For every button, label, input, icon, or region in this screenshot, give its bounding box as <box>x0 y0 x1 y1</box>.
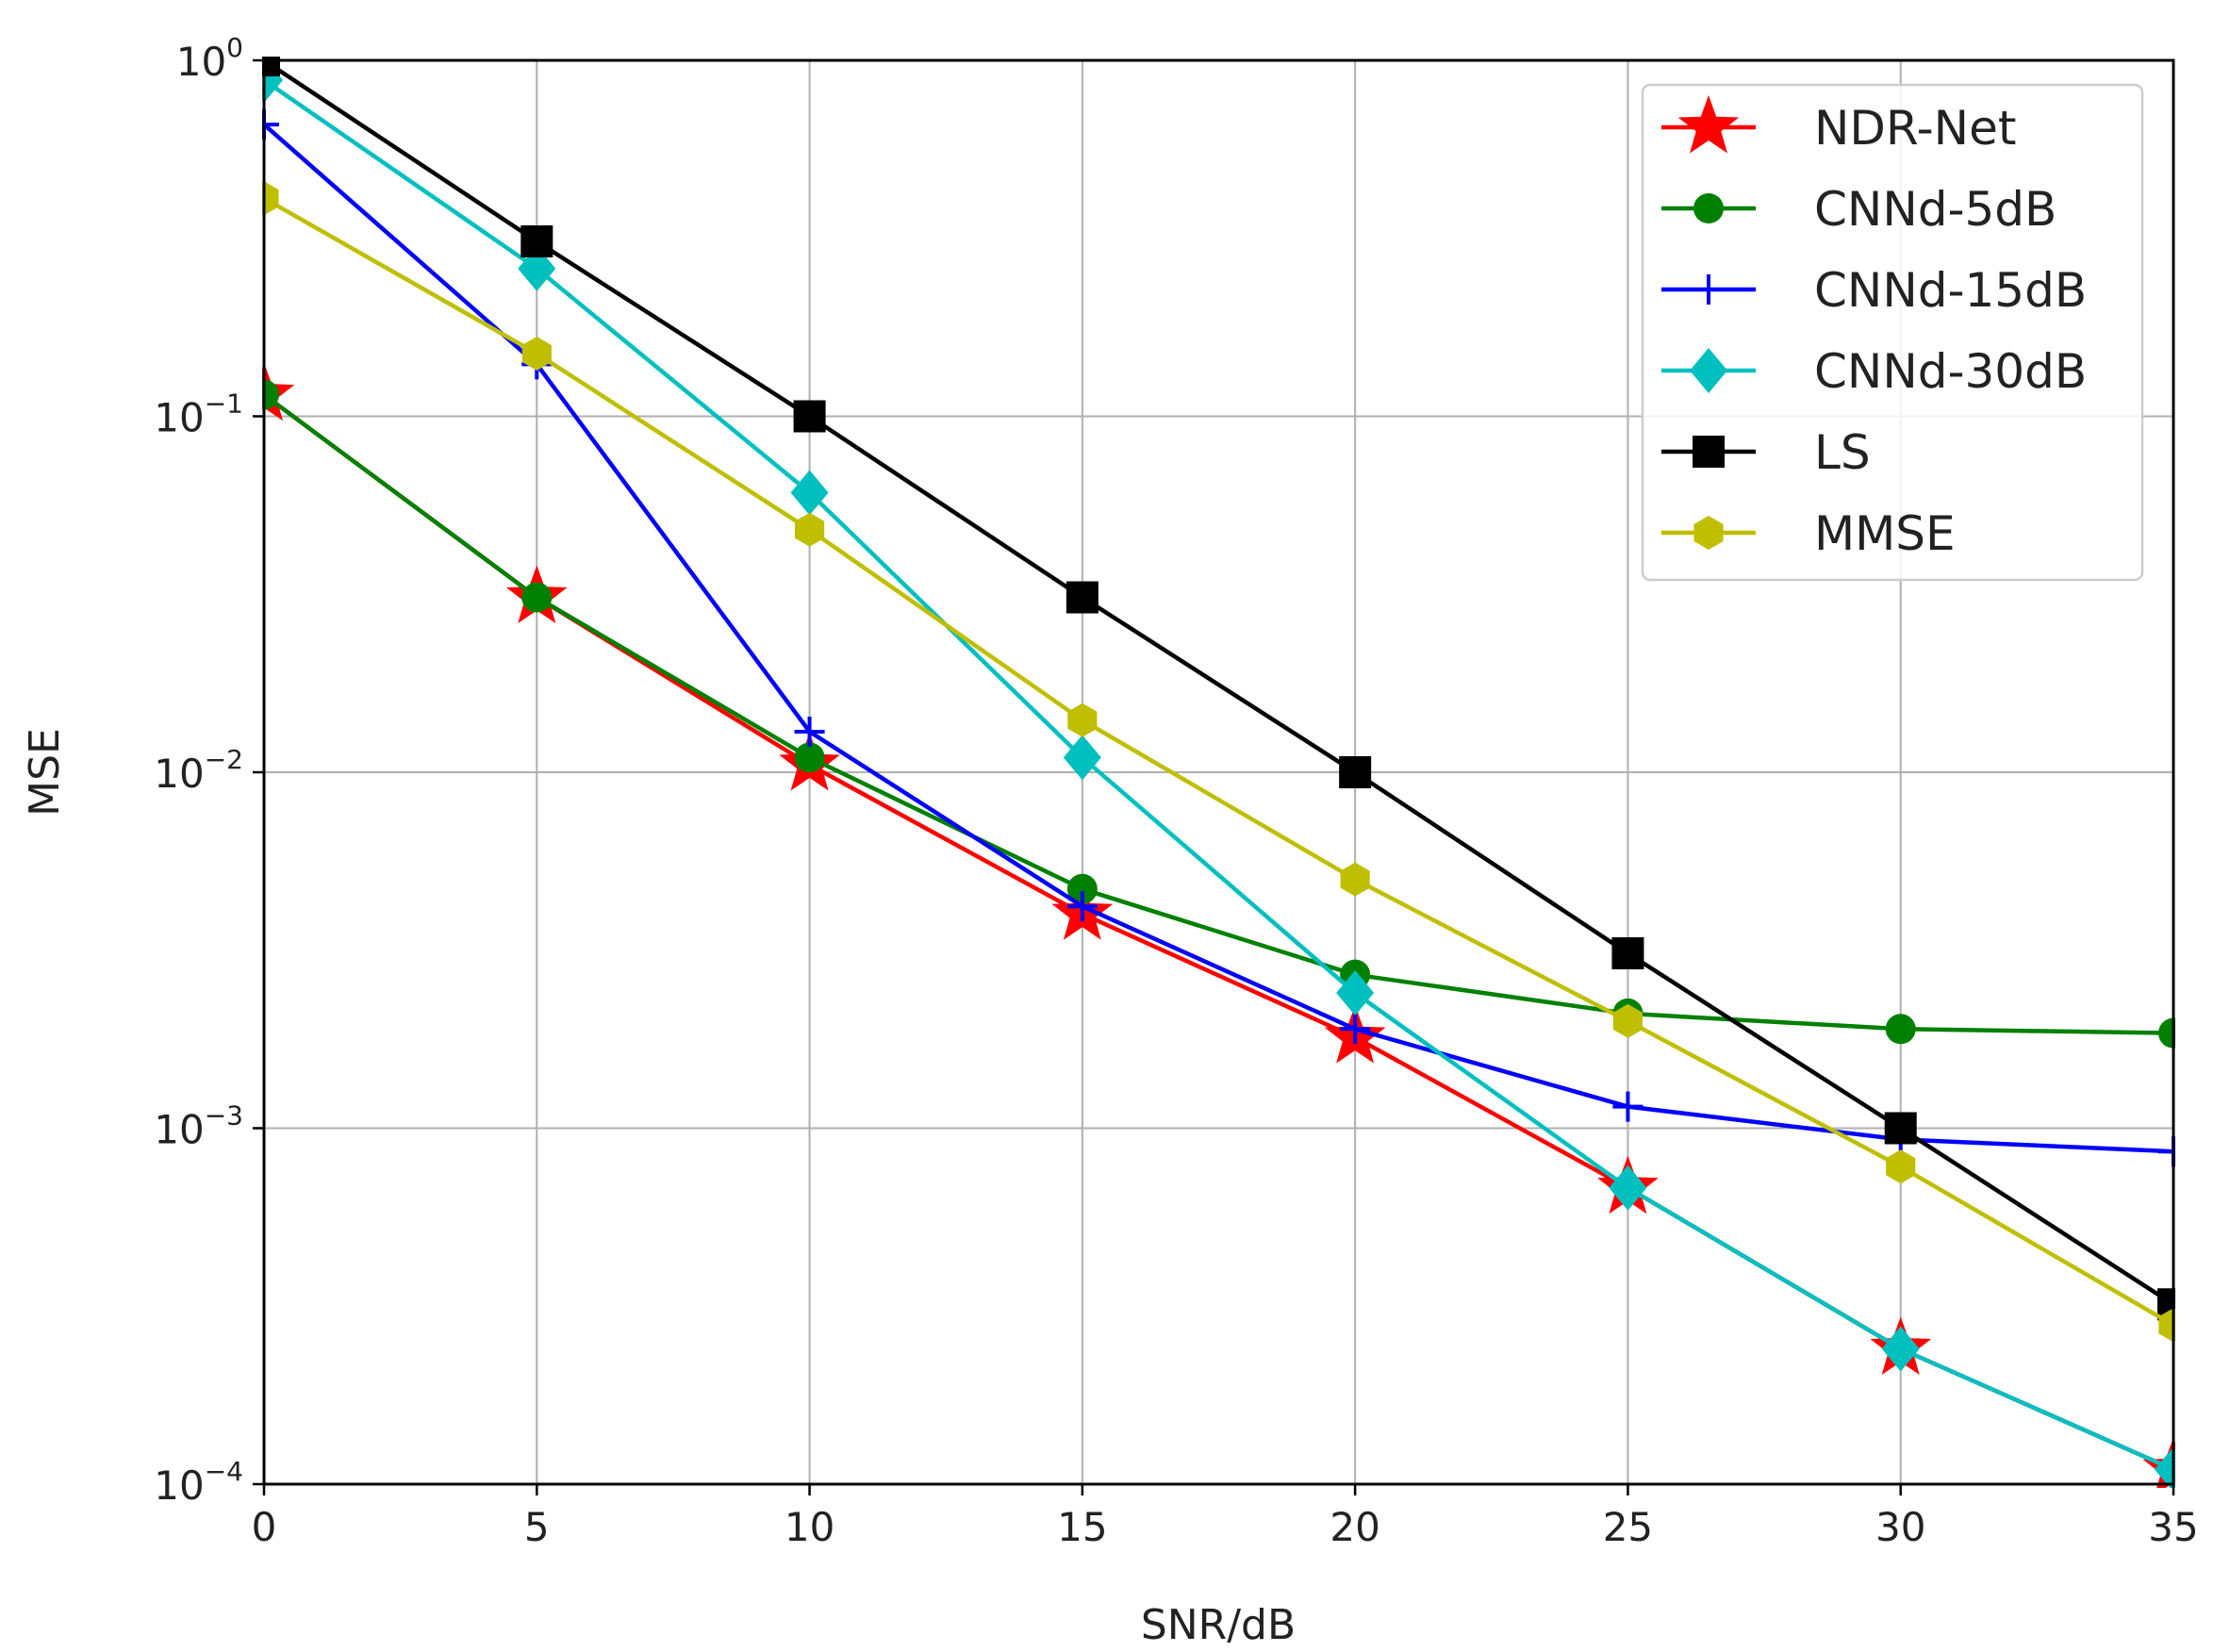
legend-item-ndr-net: NDR-Net <box>1661 95 2016 156</box>
legend-item-cnnd-5db: CNNd-5dB <box>1661 182 2057 237</box>
data-point-ls <box>520 225 553 258</box>
legend-item-mmse: MMSE <box>1661 506 1956 561</box>
series-mmse <box>262 181 2175 1343</box>
data-point-cnnd-15db <box>794 716 825 747</box>
data-point-cnnd-15db <box>1066 891 1098 922</box>
y-tick-label: 100 <box>176 32 243 85</box>
legend: NDR-Net CNNd-5dB CNNd-15dB CNNd-30dB LS MMSE <box>1641 83 2144 582</box>
data-point-ls <box>793 400 826 433</box>
data-point-cnnd-30db <box>1063 735 1101 781</box>
legend-swatch-marker <box>1693 274 1724 305</box>
y-axis-title: MSE <box>21 728 69 817</box>
legend-box <box>1641 83 2144 582</box>
data-point-mmse <box>262 181 279 216</box>
legend-swatch-marker <box>1693 436 1725 468</box>
x-tick-label: 15 <box>1057 1504 1107 1550</box>
legend-label: LS <box>1814 425 1871 480</box>
data-point-cnnd-30db <box>790 470 829 516</box>
y-tick-exponent: −4 <box>205 1456 243 1487</box>
data-point-ls <box>1065 581 1098 614</box>
y-tick-exponent: 0 <box>226 32 243 63</box>
y-tick-exponent: −2 <box>205 744 243 775</box>
data-point-cnnd-15db <box>1612 1091 1644 1122</box>
x-tick-label: 10 <box>785 1504 834 1550</box>
x-tick-label: 30 <box>1875 1504 1925 1550</box>
legend-label: CNNd-30dB <box>1814 344 2087 399</box>
x-tick-label: 25 <box>1603 1504 1653 1550</box>
y-tick-label: 10−4 <box>154 1456 243 1509</box>
data-point-cnnd-30db <box>1881 1326 1920 1372</box>
x-tick-label: 5 <box>524 1504 550 1550</box>
y-tick-label: 10−1 <box>154 388 243 441</box>
data-point-mmse <box>1340 862 1370 897</box>
series-line-cnnd-15db <box>262 123 2174 1154</box>
x-tick-label: 0 <box>252 1504 277 1550</box>
series-ls <box>262 57 2175 1321</box>
x-axis-title: SNR/dB <box>1141 1601 1296 1649</box>
legend-label: NDR-Net <box>1814 101 2016 156</box>
y-tick-base: 10 <box>154 1462 204 1509</box>
series-line-cnnd-5db <box>262 392 2174 1035</box>
legend-swatch-marker <box>1690 348 1727 393</box>
data-point-cnnd-5db <box>1885 1014 1916 1045</box>
data-point-cnnd-15db <box>1340 1014 1371 1045</box>
data-point-cnnd-30db <box>1609 1165 1647 1211</box>
data-point-cnnd-5db <box>262 379 279 410</box>
legend-label: MMSE <box>1814 506 1956 561</box>
data-point-mmse <box>1612 1003 1643 1038</box>
legend-item-ls: LS <box>1661 425 1871 480</box>
data-point-cnnd-30db <box>1336 969 1375 1016</box>
series-line-ls <box>262 58 2175 1307</box>
x-tick-label: 35 <box>2148 1504 2198 1550</box>
series-layer <box>262 57 2175 1488</box>
data-point-ls <box>1339 756 1372 788</box>
data-point-cnnd-30db <box>2155 1446 2175 1488</box>
y-tick-base: 10 <box>154 395 204 441</box>
legend-label: CNNd-15dB <box>1814 263 2087 318</box>
legend-item-cnnd-15db: CNNd-15dB <box>1661 263 2087 318</box>
y-tick-label: 10−3 <box>154 1100 243 1153</box>
data-point-cnnd-5db <box>521 582 553 613</box>
data-point-ls <box>1884 1112 1917 1145</box>
data-point-mmse <box>1886 1149 1916 1184</box>
legend-swatch-marker <box>1693 516 1724 550</box>
data-point-mmse <box>2158 1308 2175 1343</box>
y-tick-label: 10−2 <box>154 744 243 797</box>
legend-label: CNNd-5dB <box>1814 182 2057 237</box>
y-tick-base: 10 <box>176 39 226 85</box>
y-tick-base: 10 <box>154 751 204 797</box>
data-point-ls <box>1611 937 1644 970</box>
x-tick-label: 20 <box>1330 1504 1379 1550</box>
y-tick-base: 10 <box>154 1107 204 1153</box>
y-tick-exponent: −3 <box>205 1100 243 1132</box>
data-point-cnnd-5db <box>794 742 825 773</box>
series-line-cnnd-30db <box>262 78 2174 1472</box>
y-tick-exponent: −1 <box>205 388 243 420</box>
data-point-mmse <box>1067 702 1098 737</box>
legend-swatch-marker <box>1677 95 1740 154</box>
data-point-mmse <box>521 337 552 371</box>
data-point-mmse <box>795 512 825 547</box>
legend-swatch-marker <box>1693 193 1724 223</box>
data-point-cnnd-5db <box>2158 1017 2175 1049</box>
series-line-mmse <box>262 196 2175 1328</box>
data-point-cnnd-5db <box>1066 873 1098 904</box>
legend-item-cnnd-30db: CNNd-30dB <box>1661 344 2087 399</box>
